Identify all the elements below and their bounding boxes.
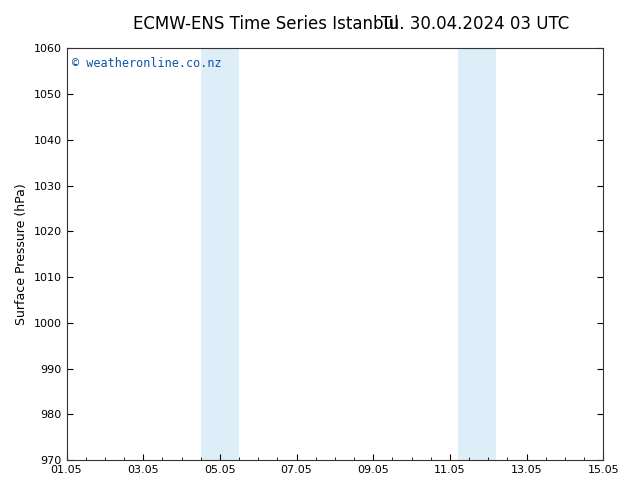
Text: © weatheronline.co.nz: © weatheronline.co.nz: [72, 57, 221, 70]
Bar: [201, 49, 239, 460]
Bar: [458, 49, 496, 460]
Text: ECMW-ENS Time Series Istanbul: ECMW-ENS Time Series Istanbul: [134, 15, 399, 33]
Text: Tu. 30.04.2024 03 UTC: Tu. 30.04.2024 03 UTC: [382, 15, 569, 33]
Y-axis label: Surface Pressure (hPa): Surface Pressure (hPa): [15, 183, 28, 325]
